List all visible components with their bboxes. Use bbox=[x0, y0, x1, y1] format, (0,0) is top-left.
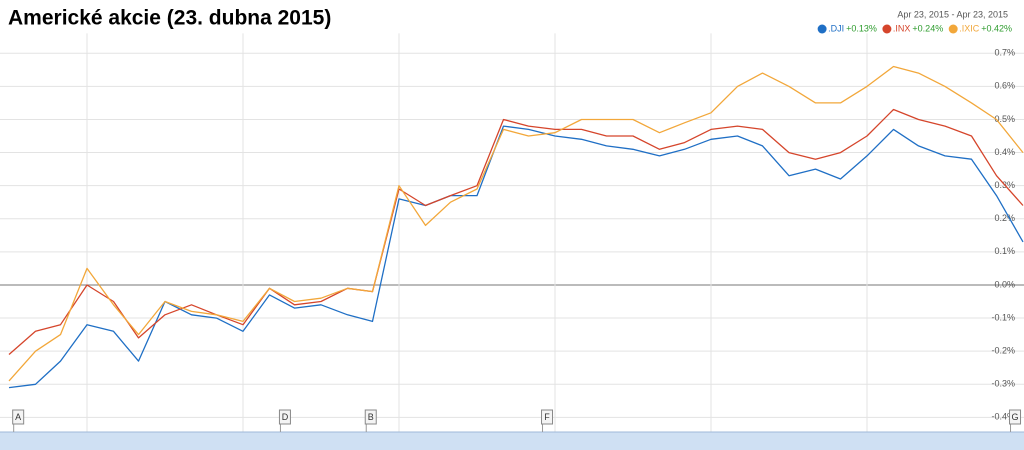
legend-marker bbox=[817, 24, 827, 34]
legend-change: +0.13% bbox=[846, 23, 877, 33]
y-tick-label: 0.7% bbox=[994, 48, 1015, 58]
flag-box bbox=[1009, 409, 1022, 425]
legend-label: .INX bbox=[893, 23, 911, 33]
flag-label: D bbox=[282, 412, 289, 422]
y-tick-label: 0.1% bbox=[994, 246, 1015, 256]
legend-marker bbox=[882, 24, 892, 34]
flag-box bbox=[541, 409, 554, 425]
flag-box bbox=[12, 409, 25, 425]
series-line bbox=[8, 65, 1024, 382]
event-flag: A bbox=[12, 409, 25, 432]
flag-label: B bbox=[368, 412, 374, 422]
flag-box bbox=[364, 409, 377, 425]
legend: +0.42%.IXIC +0.24%.INX +0.13%.DJI bbox=[817, 23, 1012, 34]
y-tick-label: -0.4% bbox=[991, 412, 1015, 422]
y-tick-label: 0.6% bbox=[994, 81, 1015, 91]
flag-label: F bbox=[544, 412, 550, 422]
y-tick-label: 0.2% bbox=[994, 213, 1015, 223]
legend-change: +0.42% bbox=[981, 23, 1012, 33]
legend-change: +0.24% bbox=[912, 23, 943, 33]
flag-label: G bbox=[1012, 412, 1019, 422]
legend-label: .IXIC bbox=[959, 23, 980, 33]
series-line bbox=[8, 125, 1024, 389]
event-flag: D bbox=[278, 409, 291, 432]
y-tick-label: -0.3% bbox=[991, 379, 1015, 389]
y-tick-label: -0.2% bbox=[991, 346, 1015, 356]
flag-label: A bbox=[15, 412, 21, 422]
date-range: Apr 23, 2015 - Apr 23, 2015 bbox=[897, 9, 1008, 19]
event-flag: G bbox=[1009, 409, 1022, 432]
series-line bbox=[8, 108, 1024, 355]
y-tick-label: -0.1% bbox=[991, 312, 1015, 322]
y-tick-label: 0.0% bbox=[994, 279, 1015, 289]
x-axis-band bbox=[0, 432, 1024, 450]
y-tick-label: 0.5% bbox=[994, 114, 1015, 124]
event-flag: B bbox=[364, 409, 377, 432]
chart-title: Americké akcie (23. dubna 2015) bbox=[8, 7, 331, 30]
legend-label: .DJI bbox=[828, 23, 844, 33]
legend-marker bbox=[948, 24, 958, 34]
event-flag: F bbox=[541, 409, 554, 432]
flag-box bbox=[278, 409, 291, 425]
y-tick-label: 0.4% bbox=[994, 147, 1015, 157]
